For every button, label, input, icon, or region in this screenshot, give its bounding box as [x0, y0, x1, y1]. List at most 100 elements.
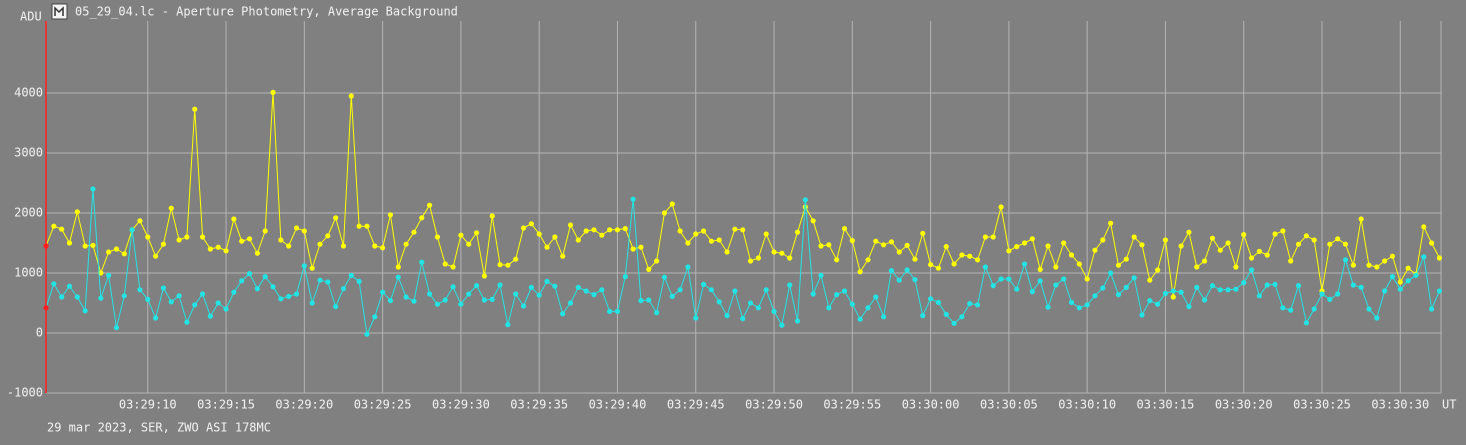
data-point	[560, 311, 566, 317]
data-point	[888, 268, 895, 274]
x-tick-label: 03:29:20	[275, 398, 333, 412]
data-point	[943, 244, 949, 250]
data-point	[1115, 292, 1122, 298]
x-axis-label: UT	[1442, 398, 1456, 412]
data-point	[693, 315, 699, 321]
data-point	[724, 249, 730, 255]
grid	[46, 21, 1442, 394]
data-point	[998, 276, 1004, 282]
data-point	[215, 300, 221, 306]
data-point	[1115, 262, 1122, 268]
data-point	[1045, 304, 1051, 310]
data-point	[834, 257, 840, 263]
data-point	[646, 297, 652, 303]
data-point	[1225, 240, 1231, 246]
data-point	[1335, 236, 1341, 242]
plot	[43, 89, 1443, 337]
data-point	[700, 228, 707, 234]
data-point	[638, 244, 644, 250]
data-point	[779, 322, 785, 328]
data-point	[669, 201, 675, 207]
data-point	[1382, 258, 1388, 264]
data-point	[896, 277, 902, 283]
data-point	[552, 234, 558, 240]
data-point	[685, 264, 691, 270]
x-tick-label: 03:30:00	[902, 398, 960, 412]
data-point	[974, 257, 981, 263]
data-point	[1037, 278, 1043, 284]
data-point	[434, 234, 441, 240]
data-point	[145, 296, 151, 302]
data-point	[293, 291, 300, 297]
data-point	[278, 296, 284, 302]
data-point	[176, 293, 182, 299]
data-point	[434, 301, 441, 307]
data-point	[1139, 242, 1145, 248]
data-point	[82, 308, 88, 314]
data-point	[278, 237, 284, 243]
data-point	[1280, 228, 1286, 234]
data-point	[552, 283, 558, 289]
data-point	[661, 210, 668, 216]
data-point	[262, 228, 268, 234]
data-point	[716, 299, 722, 305]
data-point	[82, 243, 88, 249]
data-point	[1217, 287, 1223, 293]
data-point	[1382, 288, 1388, 294]
data-point	[943, 311, 949, 317]
data-point	[967, 253, 973, 259]
data-point	[716, 237, 722, 243]
data-point	[1155, 267, 1161, 273]
data-point	[66, 283, 73, 289]
data-point	[536, 231, 542, 237]
data-point	[1397, 286, 1403, 292]
data-point	[1241, 232, 1247, 238]
data-point	[309, 300, 315, 306]
data-point	[1405, 265, 1411, 271]
data-point	[708, 287, 715, 293]
data-point	[184, 234, 190, 240]
data-point	[1021, 261, 1028, 267]
data-point	[614, 227, 621, 233]
y-axis-label: ADU	[20, 10, 42, 24]
data-point	[1100, 285, 1106, 291]
data-point	[654, 258, 660, 264]
window-title: 05_29_04.lc - Aperture Photometry, Avera…	[75, 5, 458, 19]
data-point	[1350, 282, 1356, 288]
data-point	[544, 278, 550, 284]
data-point	[1194, 264, 1200, 270]
data-point	[1053, 264, 1059, 270]
data-point	[1029, 236, 1035, 242]
data-point	[1436, 255, 1443, 261]
data-point	[685, 240, 691, 246]
data-point	[176, 237, 182, 243]
data-point	[904, 267, 910, 273]
data-point	[59, 294, 65, 300]
data-point	[1264, 282, 1270, 288]
data-point	[1241, 280, 1247, 286]
data-point	[246, 271, 253, 277]
data-point	[231, 289, 237, 295]
data-point	[1162, 290, 1169, 296]
data-point	[1335, 291, 1341, 297]
data-point	[1342, 241, 1349, 247]
y-tick-label: -1000	[7, 386, 43, 400]
data-point	[325, 279, 331, 285]
data-point	[763, 287, 769, 293]
data-point	[1342, 257, 1349, 263]
data-point	[426, 291, 433, 297]
data-point	[106, 249, 112, 255]
data-point	[121, 251, 127, 257]
data-point	[747, 300, 754, 306]
data-point	[677, 228, 683, 234]
data-point	[982, 264, 988, 270]
data-point	[246, 236, 253, 242]
data-point	[528, 284, 534, 290]
data-point	[254, 250, 260, 256]
data-point	[724, 313, 730, 319]
data-point	[732, 288, 738, 294]
data-point	[51, 223, 57, 229]
app-icon	[51, 3, 68, 20]
data-point	[1131, 275, 1137, 281]
